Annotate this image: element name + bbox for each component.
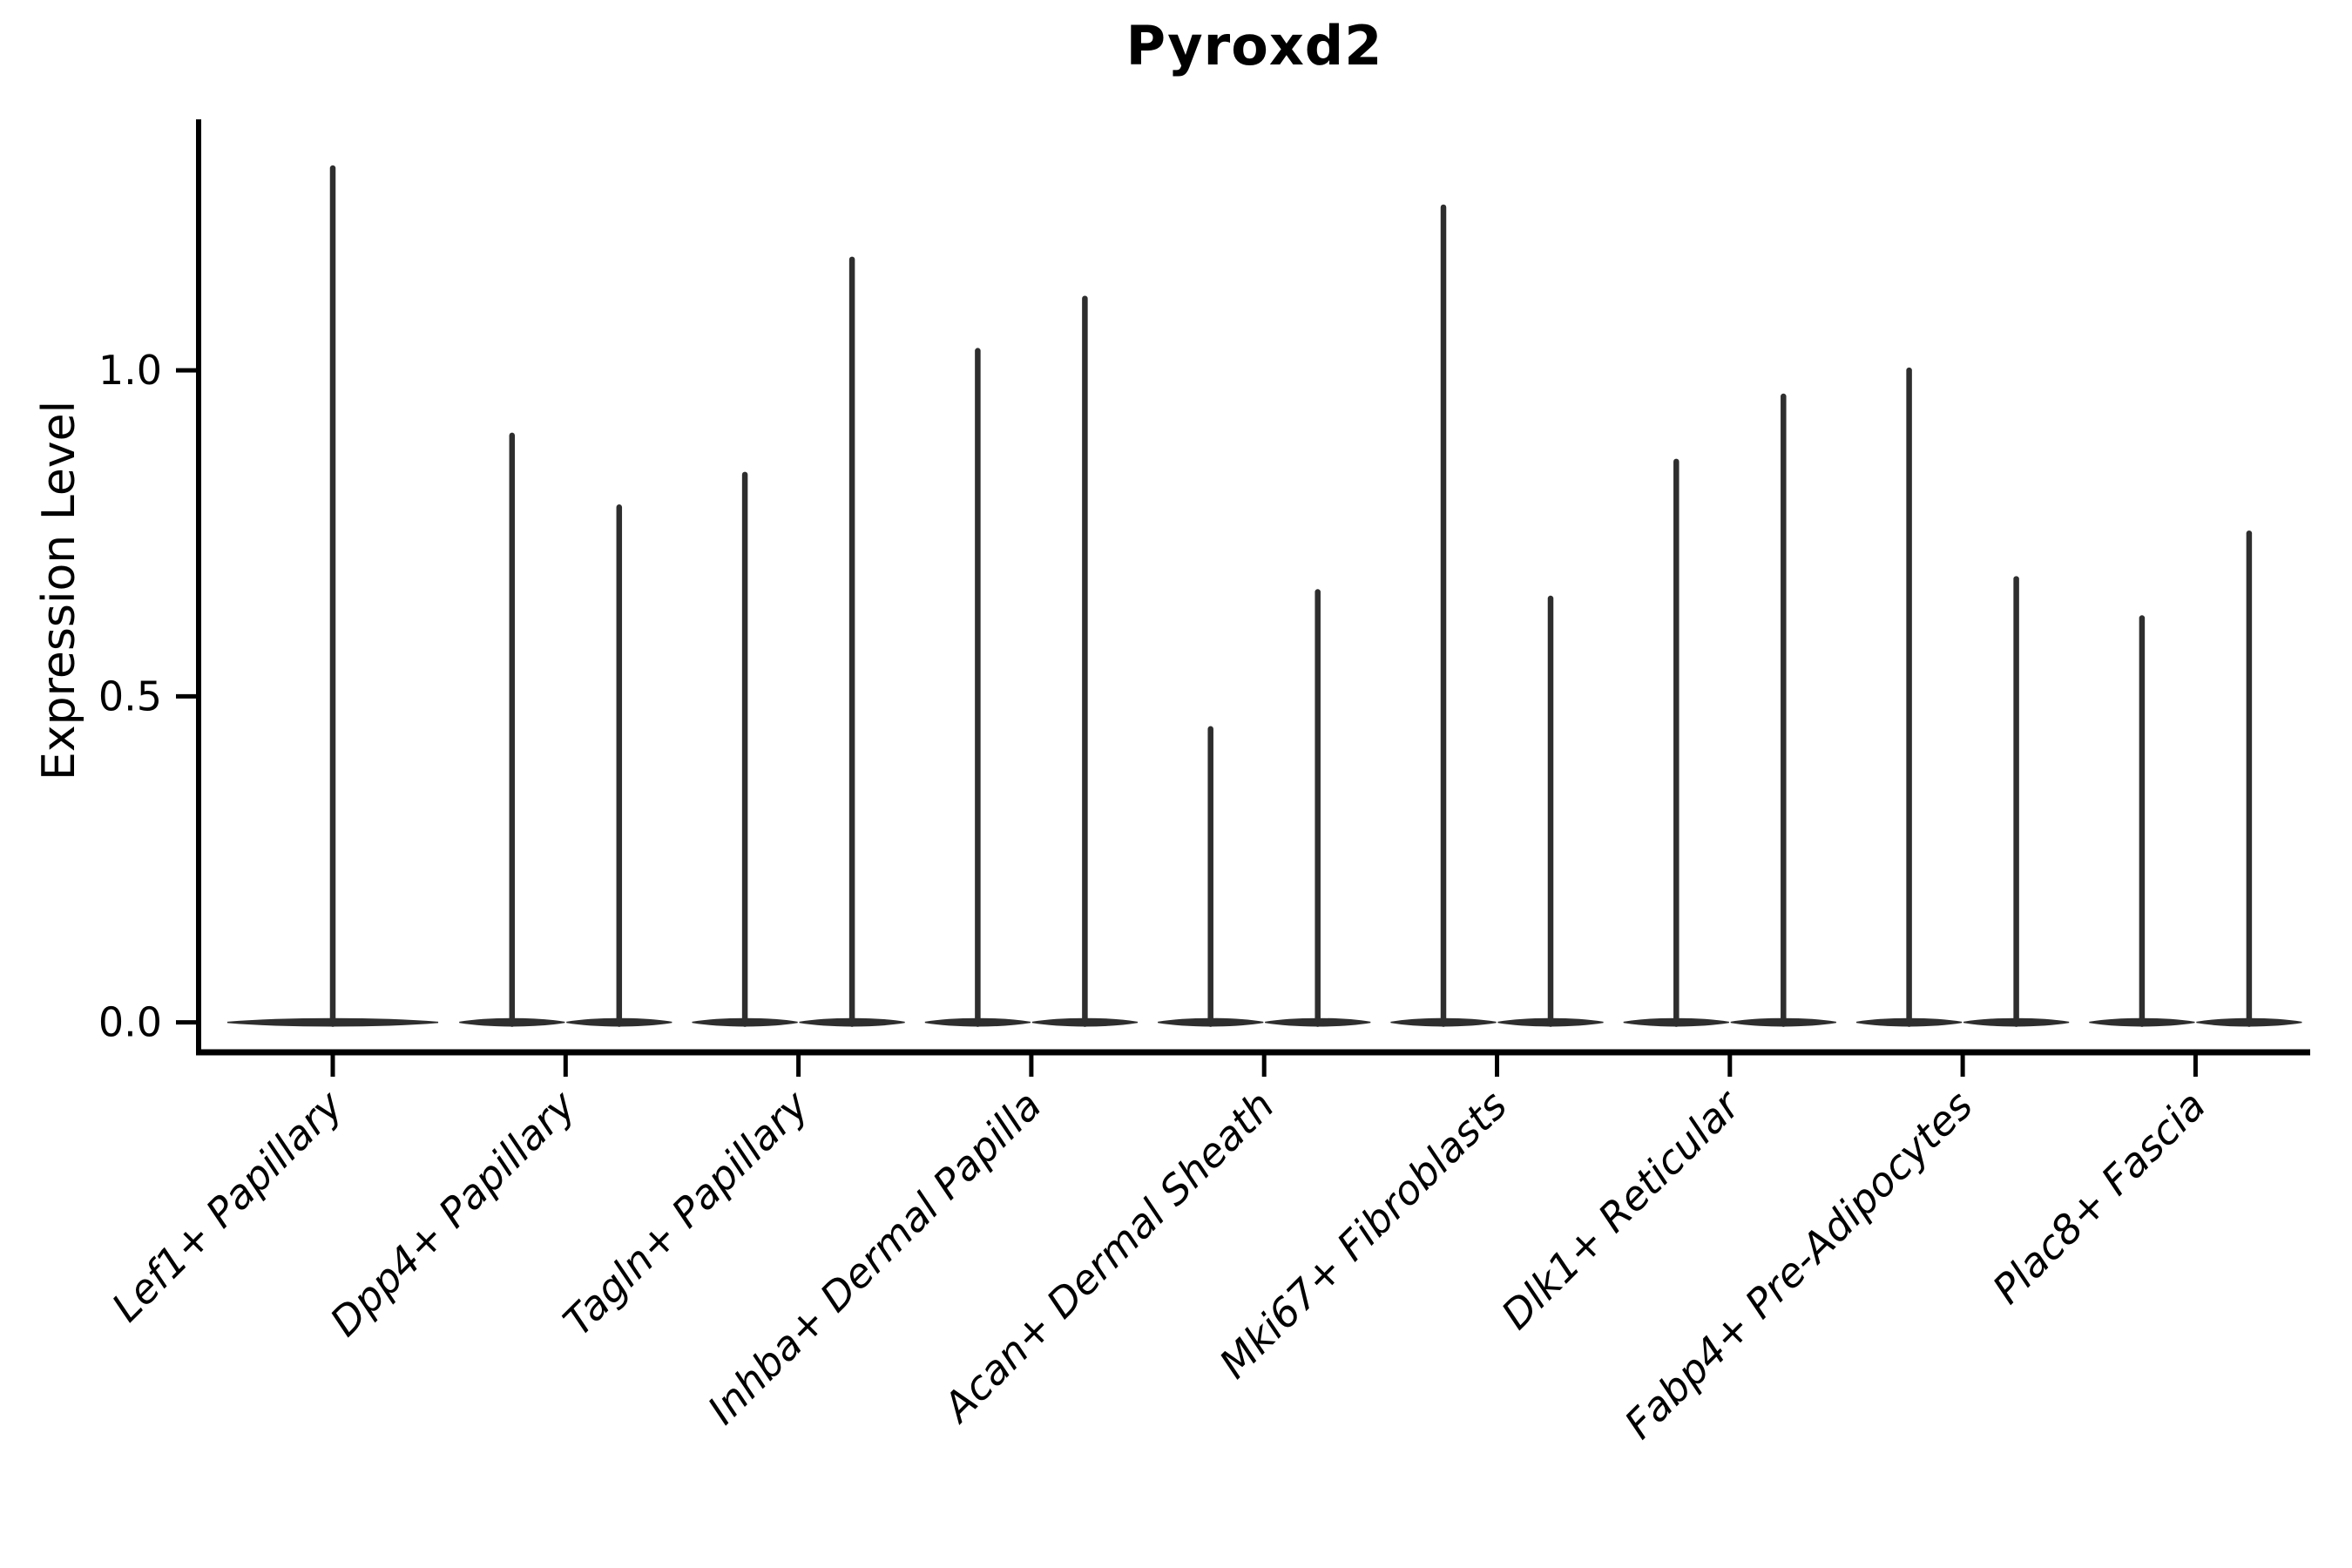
x-tick-label: Dpp4+ Papillary — [321, 1081, 585, 1345]
x-tick-label: Lef1+ Papillary — [103, 1081, 352, 1330]
chart-title: Pyroxd2 — [1125, 14, 1383, 78]
y-tick-label: 0.5 — [98, 672, 162, 720]
y-tick-label: 0.0 — [98, 999, 162, 1046]
x-tick-label: Dlk1+ Reticular — [1492, 1079, 1751, 1338]
x-tick-label: Tagln+ Papillary — [554, 1081, 818, 1345]
x-tick-label: Plac8+ Fascia — [1984, 1082, 2214, 1313]
y-tick-label: 1.0 — [98, 347, 162, 394]
